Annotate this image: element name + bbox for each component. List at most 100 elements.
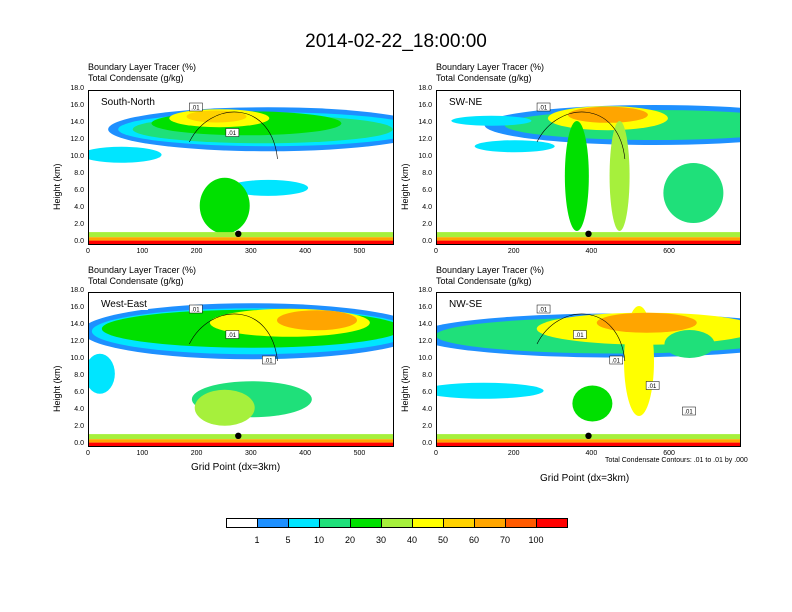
y-tick-label: 4.0	[422, 204, 432, 211]
condensate-region	[89, 146, 162, 163]
contour-label: .01	[228, 333, 237, 339]
y-tick-label: 14.0	[70, 119, 84, 126]
contour-label-box	[225, 330, 240, 339]
y-tick-label: 8.0	[74, 170, 84, 177]
condensate-region	[277, 310, 357, 331]
contour-label-box	[536, 102, 551, 112]
colorbar-label: 100	[528, 535, 544, 545]
y-tick-label: 18.0	[418, 287, 432, 294]
y-tick-label: 2.0	[422, 221, 432, 228]
panel-header-line2: Total Condensate (g/kg)	[436, 73, 532, 83]
colorbar-box	[536, 518, 568, 528]
condensate-region	[564, 121, 589, 231]
colorbar-label: 60	[468, 535, 479, 545]
y-tick-label: 18.0	[418, 85, 432, 92]
y-tick-label: 14.0	[70, 321, 84, 328]
condensate-region	[186, 110, 247, 123]
x-tick-label: 200	[190, 248, 203, 255]
tracer-band	[437, 240, 740, 244]
colorbar-label: 10	[313, 535, 324, 545]
panel-header-line1: Boundary Layer Tracer (%)	[88, 265, 197, 275]
y-tick-label: 10.0	[70, 355, 84, 362]
x-axis-label: Grid Point (dx=3km)	[540, 473, 630, 484]
condensate-region	[451, 115, 532, 126]
contour-label-box	[682, 406, 696, 416]
y-tick-label: 2.0	[422, 423, 432, 430]
x-tick-label: 100	[136, 248, 149, 255]
panel-header-line2: Total Condensate (g/kg)	[88, 73, 184, 83]
colorbar-box	[505, 518, 537, 528]
x-tick-label: 200	[507, 248, 520, 255]
y-tick-label: 10.0	[418, 355, 432, 362]
x-tick-label: 100	[136, 450, 149, 457]
x-tick-label: 600	[663, 248, 675, 255]
condensate-region	[194, 389, 255, 426]
section-name-label: South-North	[100, 97, 156, 108]
y-tick-label: 12.0	[70, 136, 84, 143]
colorbar-label: 70	[499, 535, 510, 545]
y-tick-label: 6.0	[74, 187, 84, 194]
tracer-band	[437, 439, 740, 443]
colorbar-label: 50	[437, 535, 448, 545]
tracer-band	[437, 442, 740, 446]
contour-label: .01	[264, 359, 273, 365]
panel-header-line1: Boundary Layer Tracer (%)	[436, 265, 545, 275]
x-tick-label: 400	[585, 248, 598, 255]
contour-label: .01	[191, 106, 200, 112]
colorbar-box	[257, 518, 289, 528]
x-tick-label: 0	[434, 450, 438, 457]
location-marker	[585, 230, 592, 237]
panel-header-line1: Boundary Layer Tracer (%)	[88, 62, 197, 72]
tracer-band	[89, 439, 393, 443]
y-tick-label: 2.0	[74, 221, 84, 228]
colorbar-label: 30	[375, 535, 386, 545]
colorbar-label: 1	[254, 535, 260, 545]
y-tick-label: 16.0	[418, 304, 432, 311]
y-tick-label: 14.0	[418, 119, 432, 126]
y-tick-label: 16.0	[70, 304, 84, 311]
y-tick-label: 10.0	[70, 153, 84, 160]
colorbar-box	[288, 518, 320, 528]
section-name-label: West-East	[100, 299, 148, 310]
colorbar-box	[443, 518, 475, 528]
y-tick-label: 2.0	[74, 423, 84, 430]
colorbar-box	[381, 518, 413, 528]
colorbar-box	[474, 518, 506, 528]
contour-label-box	[225, 128, 240, 137]
section-name-label: SW-NE	[448, 97, 484, 108]
y-tick-label: 0.0	[74, 440, 84, 447]
x-tick-label: 400	[585, 450, 598, 457]
location-marker	[235, 230, 242, 237]
contour-label-box	[536, 304, 551, 314]
panel-header-line2: Total Condensate (g/kg)	[88, 276, 184, 286]
condensate-region	[609, 121, 630, 231]
location-marker	[585, 432, 592, 439]
contour-label: .01	[684, 410, 693, 416]
tracer-band	[437, 237, 740, 241]
contour-label-box	[262, 355, 276, 365]
x-tick-label: 500	[353, 450, 366, 457]
colorbar-label: 20	[344, 535, 355, 545]
x-tick-label: 0	[86, 450, 90, 457]
plot-area: .01	[436, 90, 741, 245]
colorbar-box	[350, 518, 382, 528]
figure-title: 2014-02-22_18:00:00	[305, 31, 487, 52]
y-tick-label: 8.0	[74, 372, 84, 379]
y-tick-label: 14.0	[418, 321, 432, 328]
condensate-region	[199, 177, 250, 234]
condensate-region	[572, 385, 613, 422]
y-tick-label: 16.0	[418, 102, 432, 109]
x-tick-label: 300	[245, 248, 257, 255]
y-tick-label: 0.0	[74, 238, 84, 245]
plot-area: .01 .01 .01 .01 .01	[436, 292, 741, 447]
contour-label: .01	[575, 333, 584, 339]
condensate-region	[567, 106, 648, 123]
y-tick-label: 0.0	[422, 238, 432, 245]
y-tick-label: 12.0	[418, 136, 432, 143]
y-tick-label: 8.0	[422, 372, 432, 379]
y-tick-label: 4.0	[422, 406, 432, 413]
contour-note: Total Condensate Contours: .01 to .01 by…	[605, 457, 748, 464]
y-tick-label: 4.0	[74, 406, 84, 413]
plot-area: .01 .01 .01	[88, 292, 394, 447]
condensate-region	[437, 382, 544, 399]
